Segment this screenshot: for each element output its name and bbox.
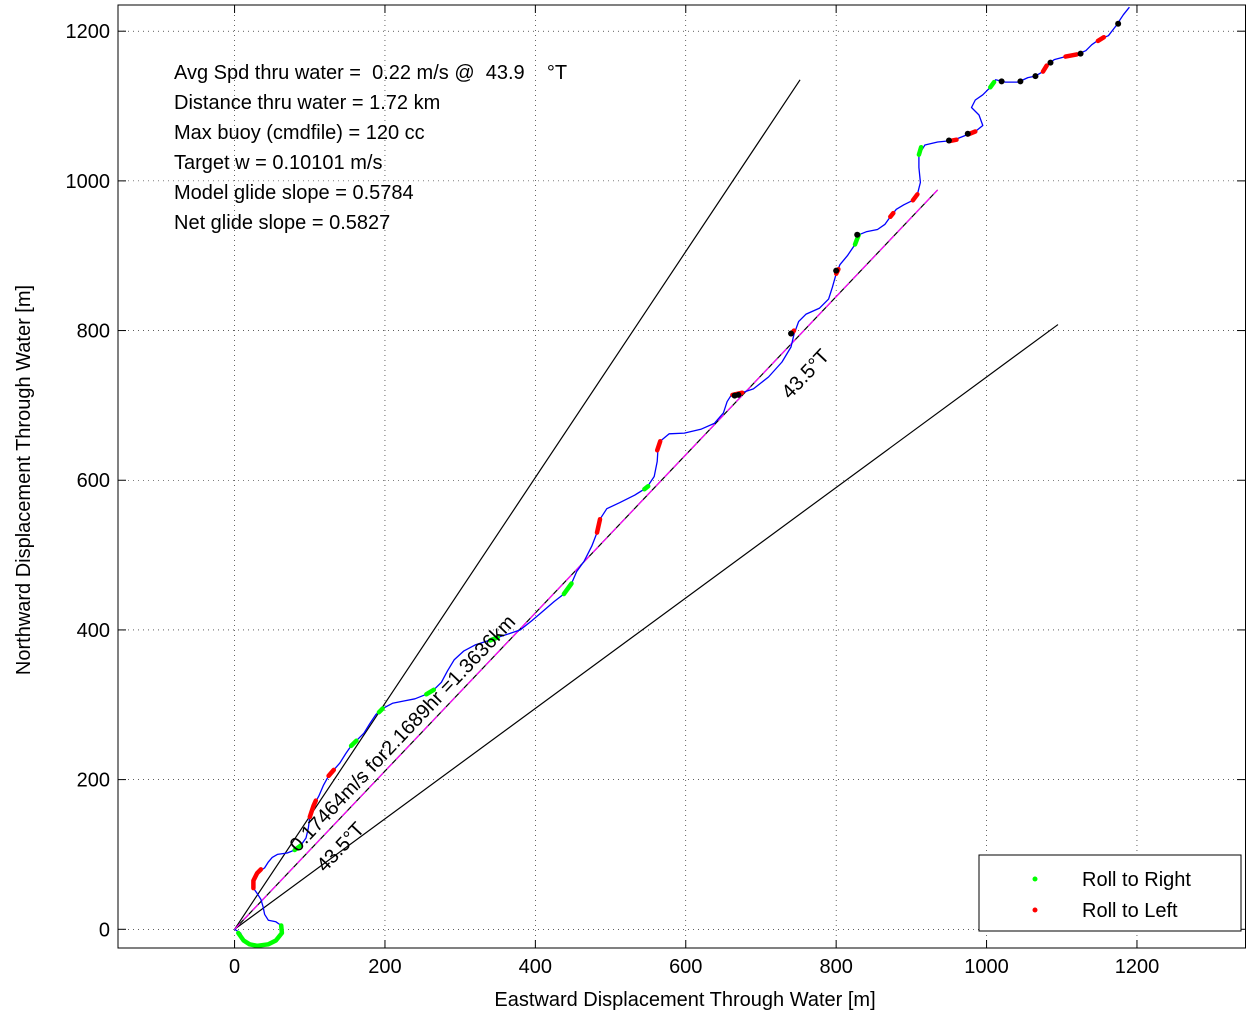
roll-left-segment — [251, 867, 264, 891]
annotation-distance: Distance thru water = 1.72 km — [174, 92, 440, 114]
annotation-target-w: Target w = 0.10101 m/s — [174, 152, 382, 174]
x-tick-label: 400 — [519, 956, 552, 978]
x-axis-label: Eastward Displacement Through Water [m] — [494, 989, 875, 1011]
x-tick-label: 1000 — [964, 956, 1009, 978]
track-marker — [1115, 20, 1122, 27]
track-marker — [998, 78, 1005, 85]
track-marker — [1047, 59, 1054, 66]
axis-ticks: 0 200 400 600 800 1000 1200 0 200 400 600 800 1000 12… — [66, 5, 1245, 978]
roll-right-segment — [424, 687, 437, 697]
legend-swatch-roll-right — [1032, 876, 1038, 882]
reference-line-upper-bound — [234, 79, 801, 930]
legend-label-roll-right: Roll to Right — [1082, 869, 1191, 891]
y-tick-label: 0 — [99, 919, 110, 941]
roll-left-segment — [888, 210, 896, 220]
roll-left-segment — [654, 439, 663, 453]
y-tick-label: 800 — [77, 321, 110, 343]
track-marker — [964, 130, 971, 137]
track-line — [234, 6, 1130, 947]
track-marker — [854, 231, 861, 238]
y-tick-label: 1200 — [66, 21, 111, 43]
y-tick-label: 600 — [77, 470, 110, 492]
roll-right-segment — [642, 483, 651, 492]
track-marker — [1077, 50, 1084, 57]
roll-right-segment — [916, 144, 924, 157]
roll-left-segment — [1095, 34, 1107, 44]
roll-left-segment — [307, 798, 319, 820]
net-track-line — [234, 189, 939, 930]
roll-right-segment — [348, 738, 359, 749]
annotation-model-glide-slope: Model glide slope = 0.5784 — [174, 182, 414, 204]
x-tick-label: 0 — [229, 956, 240, 978]
annotation-net-glide-slope: Net glide slope = 0.5827 — [174, 212, 390, 234]
track-marker — [1032, 73, 1039, 80]
track-marker — [833, 267, 840, 274]
y-tick-label: 400 — [77, 620, 110, 642]
legend-swatch-roll-left — [1032, 907, 1038, 913]
y-tick-label: 200 — [77, 770, 110, 792]
track-marker — [945, 137, 952, 144]
track-marker — [1017, 78, 1024, 85]
roll-right-segment — [561, 581, 574, 597]
x-tick-label: 600 — [669, 956, 702, 978]
legend-label-roll-left: Roll to Left — [1082, 900, 1178, 922]
roll-right-segment — [292, 843, 303, 853]
roll-left-segment — [326, 767, 337, 779]
legend-box — [978, 854, 1242, 932]
plot-data — [234, 6, 1130, 949]
y-axis-label: Northward Displacement Through Water [m] — [13, 285, 35, 675]
roll-left-segment — [910, 192, 920, 203]
stats-annotations: Avg Spd thru water = 0.22 m/s @ 43.9 °T … — [174, 62, 567, 234]
y-tick-label: 1000 — [66, 171, 111, 193]
x-tick-label: 800 — [819, 956, 852, 978]
reference-line-lower-bound — [234, 324, 1059, 930]
track-marker — [788, 330, 795, 337]
roll-right-segment — [487, 635, 501, 643]
x-tick-label: 1200 — [1115, 956, 1160, 978]
legend: Roll to Right Roll to Left — [978, 854, 1242, 932]
x-tick-label: 200 — [368, 956, 401, 978]
track-marker — [735, 391, 742, 398]
reference-lines — [234, 79, 1059, 930]
roll-right-segment — [236, 923, 285, 949]
roll-left-segment — [1040, 63, 1049, 74]
roll-right-segment — [376, 706, 385, 715]
roll-right-segment — [988, 79, 997, 90]
annotation-max-buoy: Max buoy (cmdfile) = 120 cc — [174, 122, 425, 144]
roll-left-segment — [594, 516, 603, 535]
roll-left-segment — [1063, 52, 1080, 59]
annotation-avg-speed: Avg Spd thru water = 0.22 m/s @ 43.9 °T — [174, 62, 567, 84]
